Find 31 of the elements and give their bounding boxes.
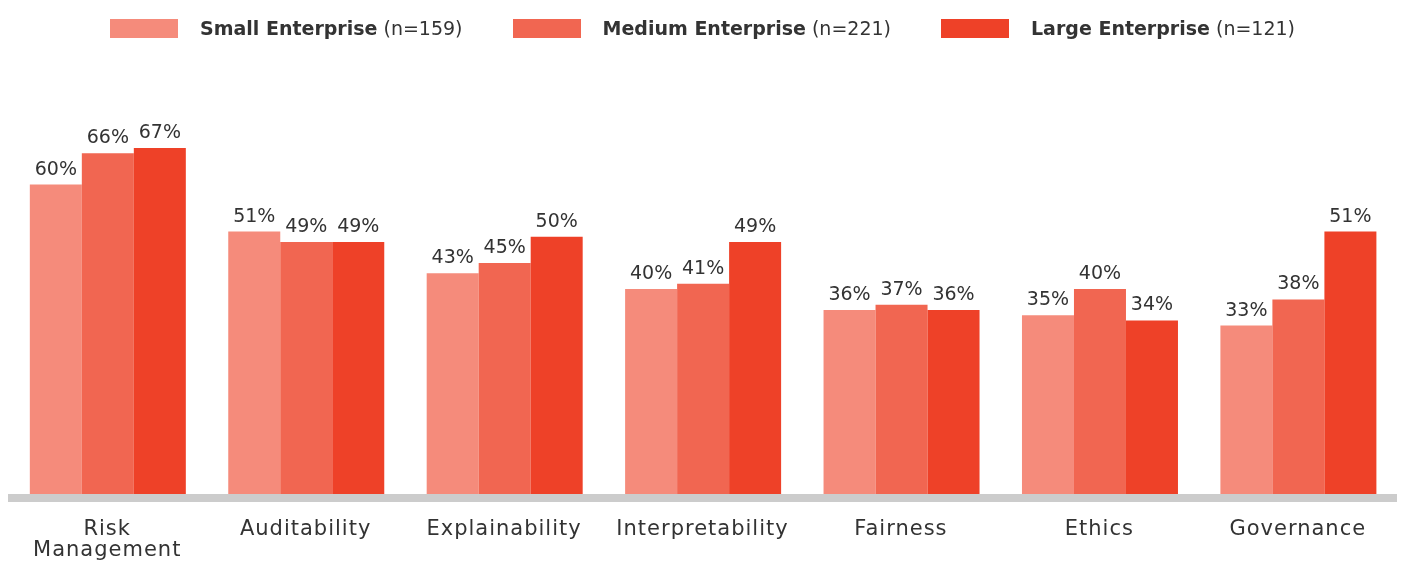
- x-tick-label: Governance: [1229, 515, 1367, 540]
- data-label: 38%: [1277, 271, 1320, 294]
- x-tick-label: Explainability: [426, 515, 582, 540]
- data-label: 34%: [1130, 292, 1174, 315]
- data-label: 41%: [682, 255, 725, 278]
- legend-label: Small Enterprise (n=159): [199, 17, 463, 39]
- data-label: 49%: [337, 214, 380, 237]
- data-label: 36%: [828, 281, 871, 304]
- x-tick-label: Auditability: [239, 515, 372, 540]
- data-label: 33%: [1225, 297, 1268, 320]
- data-label: 67%: [138, 120, 181, 142]
- data-label: 40%: [1078, 261, 1122, 284]
- x-tick-label: Risk Management: [33, 515, 182, 561]
- legend-label: Medium Enterprise (n=221): [602, 17, 891, 39]
- data-label: 36%: [932, 281, 975, 304]
- legend-label: Large Enterprise (n=121): [1031, 17, 1296, 39]
- x-tick-label: Fairness: [854, 515, 948, 540]
- data-label: 40%: [630, 261, 673, 284]
- x-tick-label: Interpretability: [616, 515, 789, 540]
- data-label: 35%: [1026, 287, 1070, 310]
- data-label: 51%: [1329, 203, 1372, 226]
- data-label: 49%: [285, 214, 328, 237]
- data-label: 50%: [535, 208, 578, 231]
- data-label: 49%: [734, 214, 777, 237]
- data-label: 66%: [86, 125, 129, 148]
- data-label: 37%: [880, 276, 923, 299]
- data-label: 43%: [431, 245, 474, 268]
- data-label: 45%: [483, 234, 526, 257]
- data-label: 51%: [233, 203, 276, 226]
- x-tick-label: Ethics: [1064, 515, 1134, 540]
- data-label: 60%: [34, 156, 77, 179]
